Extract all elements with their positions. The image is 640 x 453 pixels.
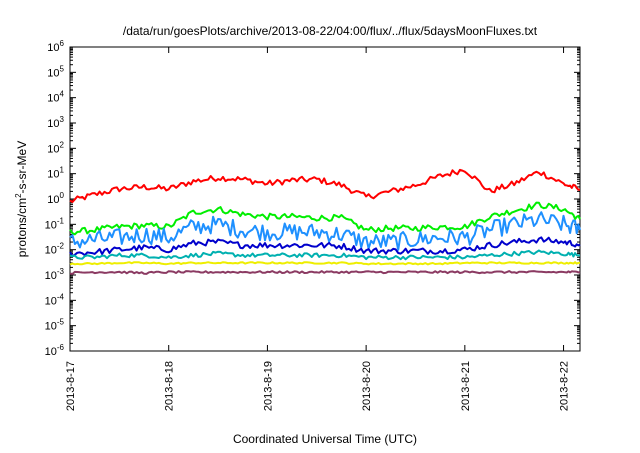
y-axis-label: protons/cm2-s-sr-MeV	[14, 141, 29, 257]
y-tick-label: 103	[47, 115, 64, 130]
x-tick-label: 2013-8-22	[559, 361, 571, 411]
series-line-2	[69, 201, 581, 236]
x-tick-label: 2013-8-19	[262, 361, 274, 411]
series-line-5	[69, 249, 581, 261]
x-tick-label: 2013-8-21	[460, 361, 472, 411]
y-tick-label: 10-1	[45, 216, 65, 231]
y-tick-label: 102	[47, 140, 64, 155]
series-layer	[69, 168, 581, 275]
y-tick-label: 10-5	[45, 318, 65, 333]
plot-frame	[69, 46, 581, 352]
chart-title: /data/run/goesPlots/archive/2013-08-22/0…	[123, 24, 538, 38]
x-tick-label: 2013-8-17	[65, 361, 77, 411]
series-line-1	[69, 168, 580, 203]
y-tick-label: 10-3	[45, 267, 65, 282]
y-tick-label: 106	[47, 39, 64, 54]
series-line-4	[69, 236, 581, 258]
y-tick-label: 101	[47, 166, 64, 181]
x-tick-label: 2013-8-18	[164, 361, 176, 411]
series-line-6	[69, 261, 580, 266]
y-tick-label: 10-2	[45, 242, 65, 257]
y-tick-label: 10-4	[45, 292, 65, 307]
y-tick-label: 100	[47, 191, 64, 206]
y-tick-label: 105	[47, 64, 64, 79]
y-axis: 10-6 10-5 10-4 10-3 10-2 10-1 100 101 102 103 104 1…	[45, 39, 580, 358]
x-tick-label: 2013-8-20	[361, 361, 373, 411]
y-tick-label: 104	[47, 90, 64, 105]
y-tick-label: 10-6	[45, 343, 65, 358]
series-line-7	[69, 270, 581, 275]
x-axis-label: Coordinated Universal Time (UTC)	[233, 432, 417, 446]
series-line-3	[69, 211, 581, 251]
x-axis: 2013-8-17 2013-8-18 2013-8-19 2013-8-20 2013…	[65, 47, 571, 411]
